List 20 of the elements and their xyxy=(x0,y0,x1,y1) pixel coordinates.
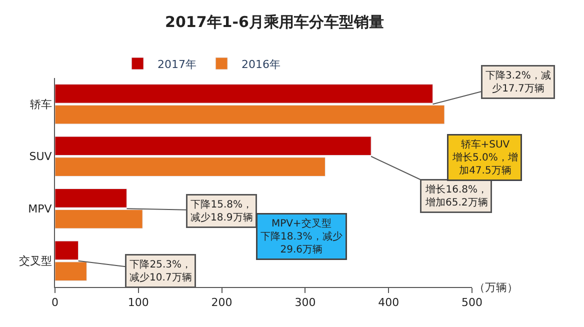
annotation: 下降25.3%，减少10.7万辆 xyxy=(130,258,192,284)
annotation: 下降15.8%，减少18.9万辆 xyxy=(190,198,253,224)
annotation: 轿车+SUV增长5.0%，增加47.5万辆 xyxy=(452,138,518,176)
x-axis-title: （万辆） xyxy=(474,281,518,294)
chart-title: 2017年1-6月乘用车分车型销量 xyxy=(165,12,384,31)
x-tick-label: 400 xyxy=(378,296,400,310)
annotation: 增长16.8%，增加65.2万辆 xyxy=(424,184,488,208)
x-tick-label: 100 xyxy=(128,296,149,310)
y-tick-label: MPV xyxy=(28,202,52,216)
y-tick-label: 轿车 xyxy=(30,98,52,111)
annotation: MPV+交叉型下降18.3%，减少29.6万辆 xyxy=(260,218,342,256)
y-tick-label: SUV xyxy=(29,150,52,164)
x-tick-label: 500 xyxy=(462,296,482,310)
annotation: 下降3.2%，减少17.7万辆 xyxy=(486,70,551,94)
x-tick-label: 200 xyxy=(211,296,232,310)
x-tick-label: 0 xyxy=(52,296,58,310)
x-tick-label: 300 xyxy=(294,296,316,310)
legend-label: 2017年 xyxy=(158,58,197,71)
y-tick-label: 交叉型 xyxy=(18,254,52,268)
legend-label: 2016年 xyxy=(242,58,281,71)
